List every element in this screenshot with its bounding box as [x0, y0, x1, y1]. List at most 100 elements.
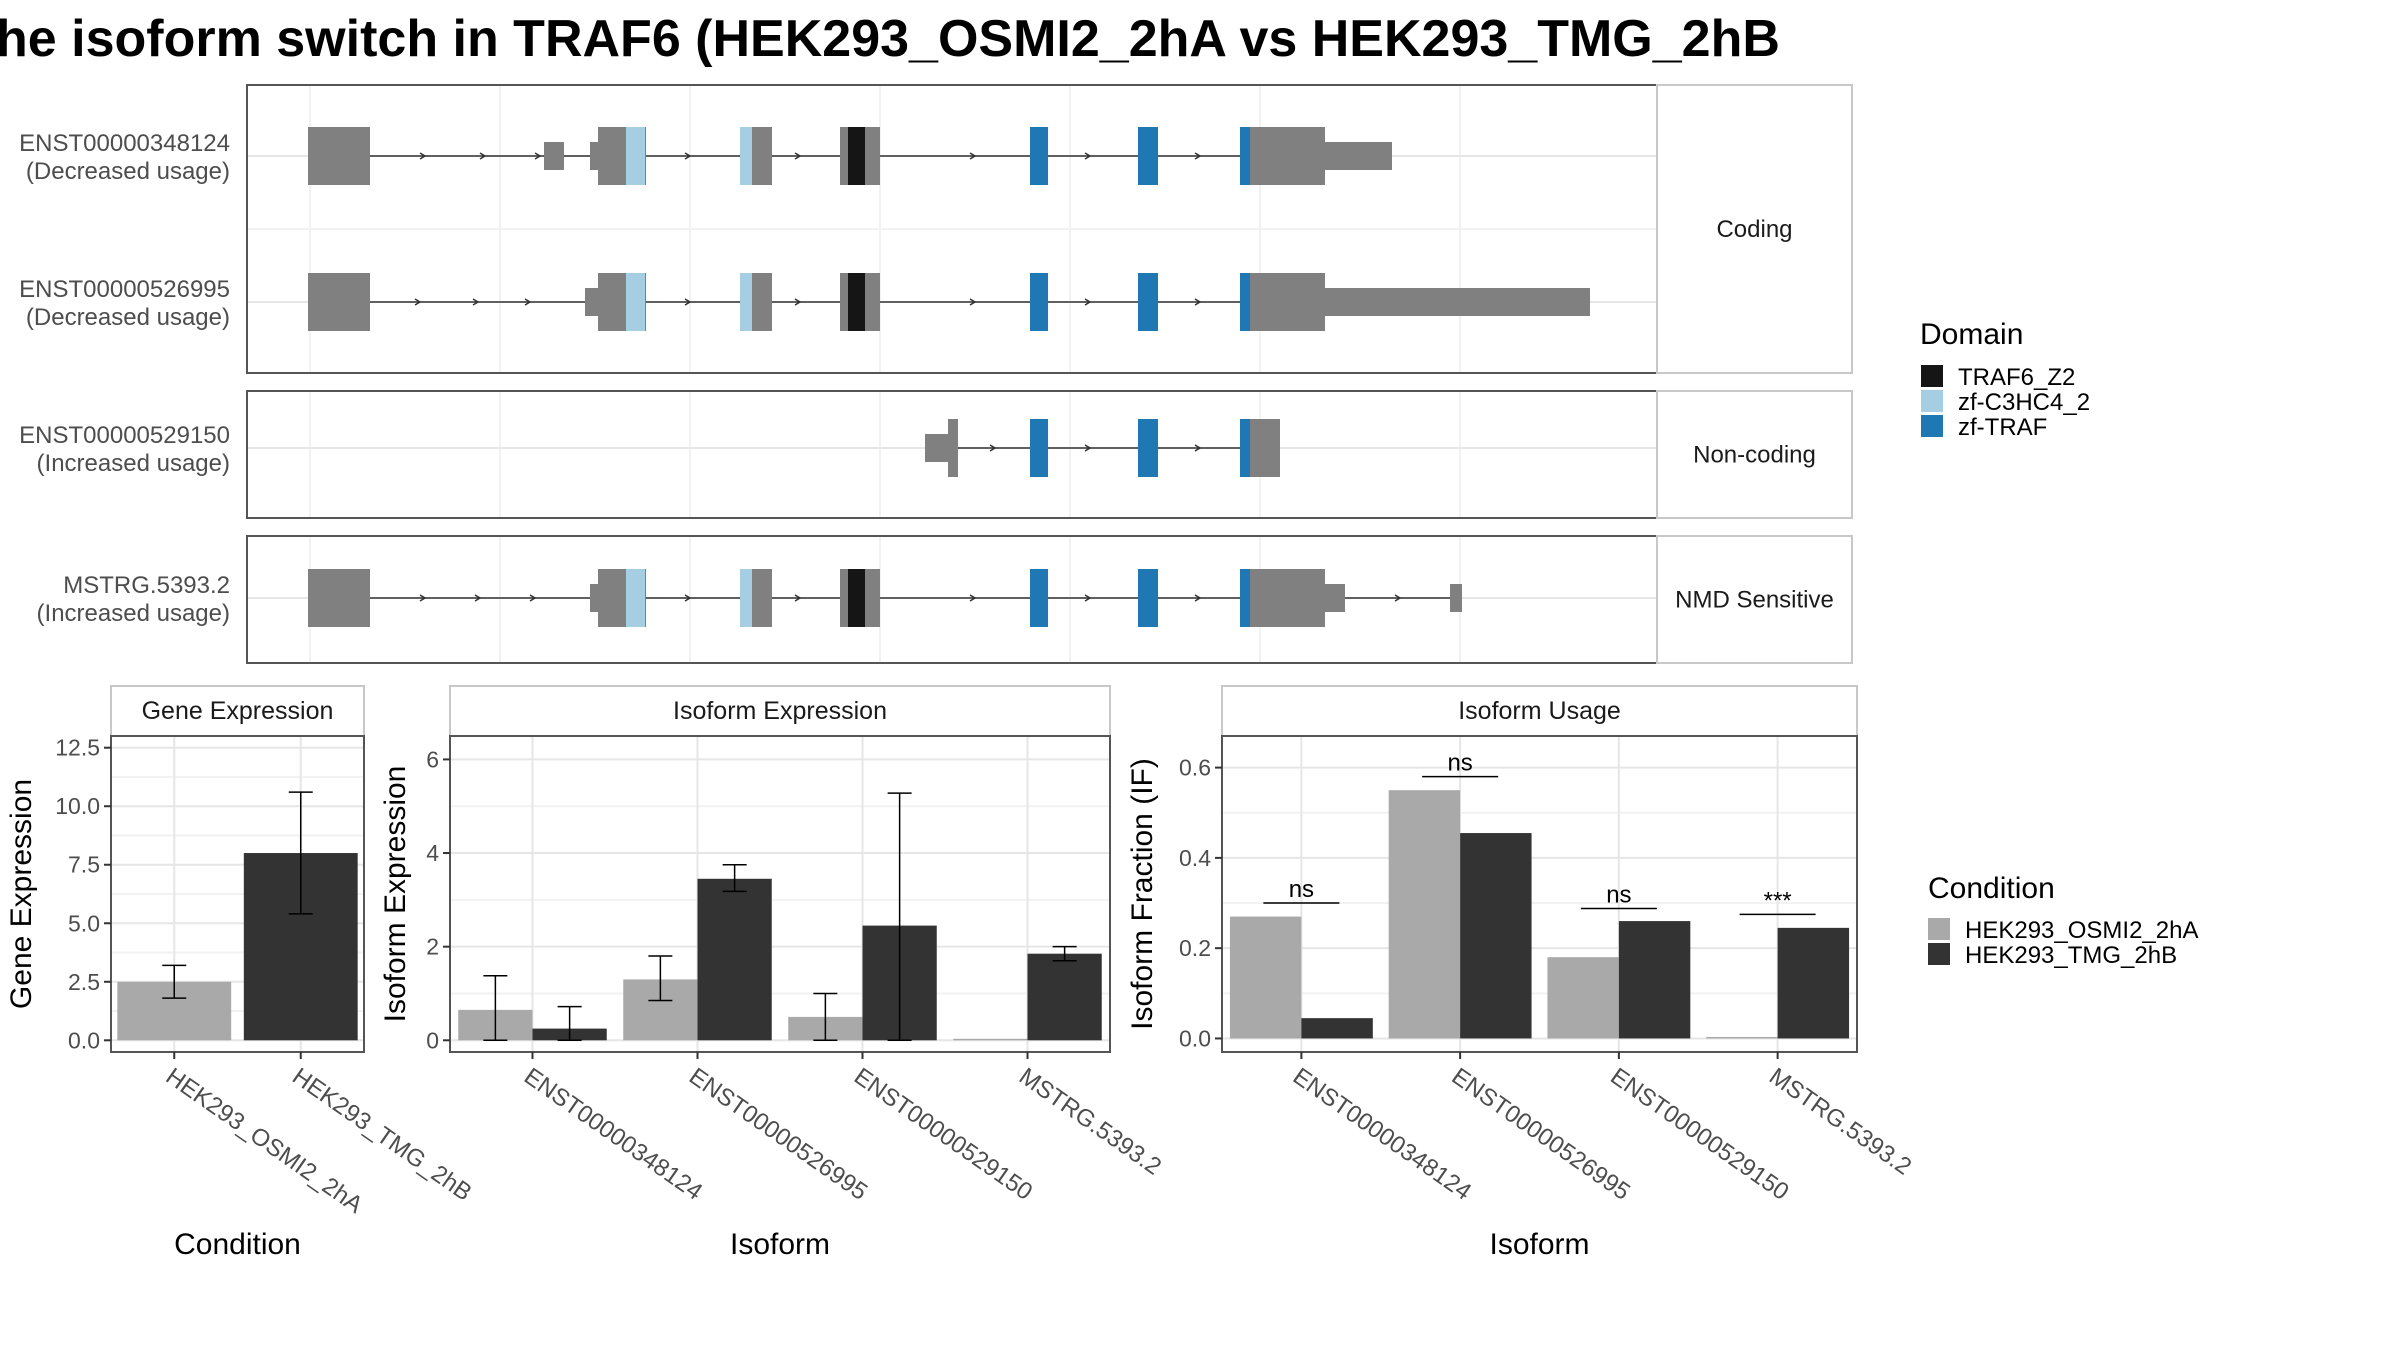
y-tick-label: 0.0: [68, 1027, 100, 1053]
intron-arrow: [969, 594, 977, 602]
transcript-label: MSTRG.5393.2: [63, 572, 230, 599]
y-tick-label: 6: [426, 746, 439, 772]
x-tick-label: MSTRG.5393.2: [1014, 1063, 1166, 1181]
bar-ENST00000529150: [1547, 957, 1619, 1039]
bar-MSTRG.5393.2: [1777, 927, 1850, 1039]
domain-block-TRAF6_Z2: [848, 273, 865, 331]
exon-block: [865, 273, 880, 331]
y-axis-label: Gene Expression: [5, 779, 38, 1009]
plot-border: [449, 735, 1111, 1053]
exon-block: [590, 142, 598, 170]
y-tick-label: 7.5: [68, 852, 100, 878]
bar-ENST00000348124: [1229, 916, 1302, 1039]
exon-block: [840, 127, 848, 185]
y-tick-label: 10.0: [55, 793, 100, 819]
y-tick-label: 0.6: [1179, 755, 1211, 781]
exon-block: [752, 273, 772, 331]
x-tick-label: ENST00000526995: [684, 1063, 872, 1206]
intron-arrow: [534, 152, 542, 160]
plot-border: [110, 735, 365, 1053]
transcript-status-label: (Increased usage): [37, 450, 230, 477]
significance-label: ***: [1764, 887, 1792, 914]
domain-legend-label: zf-TRAF: [1958, 414, 2047, 441]
domain-legend-label: zf-C3HC4_2: [1958, 389, 2090, 416]
condition-legend-label: HEK293_OSMI2_2hA: [1965, 917, 2198, 944]
exon-block: [1450, 584, 1462, 612]
bar-ENST00000526995: [697, 878, 772, 1041]
domain-block-zf-TRAF: [1138, 569, 1158, 627]
bar-ENST00000526995: [1460, 833, 1532, 1039]
condition-legend-key: [1928, 943, 1950, 965]
structure-facet-background: [247, 536, 1657, 663]
isoform-expression-panel: Isoform Expression0246ENST00000348124ENS…: [379, 685, 1166, 1261]
intron-arrow: [1084, 444, 1092, 452]
y-tick-label: 2: [426, 934, 439, 960]
exon-block: [840, 569, 848, 627]
domain-legend-key: [1921, 365, 1943, 387]
exon-block: [1250, 569, 1325, 627]
exon-block: [865, 569, 880, 627]
intron-arrow: [479, 152, 487, 160]
y-tick-label: 0.2: [1179, 935, 1211, 961]
transcript-label: ENST00000348124: [19, 130, 230, 157]
y-tick-label: 12.5: [55, 735, 100, 761]
transcript-status-label: (Decreased usage): [26, 158, 230, 185]
y-tick-label: 0.4: [1179, 845, 1211, 871]
intron-arrow: [1394, 594, 1402, 602]
x-tick-label: ENST00000529150: [849, 1063, 1037, 1206]
domain-block-zf-TRAF: [1138, 127, 1158, 185]
exon-block: [752, 569, 772, 627]
intron-arrow: [969, 152, 977, 160]
bar-ENST00000529150: [1618, 921, 1691, 1039]
panel-strip: [449, 685, 1111, 737]
domain-block-zf-TRAF: [1240, 419, 1250, 477]
condition-legend-label: HEK293_TMG_2hB: [1965, 942, 2177, 969]
plot-border: [1221, 735, 1858, 1053]
panel-title: Isoform Usage: [1458, 697, 1621, 725]
domain-block-zf-C3HC4_2: [626, 273, 645, 331]
intron-arrow: [1194, 444, 1202, 452]
significance-label: ns: [1447, 750, 1472, 777]
intron-arrow: [419, 152, 427, 160]
structure-facet-label: Coding: [1716, 216, 1792, 243]
domain-block-zf-TRAF: [1240, 273, 1250, 331]
bar-MSTRG.5393.2: [1027, 953, 1102, 1041]
intron-arrow: [794, 594, 802, 602]
structure-facet-strip: [1656, 84, 1853, 374]
domain-legend-key: [1921, 390, 1943, 412]
intron-arrow: [1084, 594, 1092, 602]
intron-arrow: [684, 298, 692, 306]
panel-title: Isoform Expression: [673, 697, 887, 725]
exon-block: [865, 127, 880, 185]
exon-block: [1250, 273, 1325, 331]
intron-arrow: [1194, 594, 1202, 602]
intron-arrow: [989, 444, 997, 452]
intron-arrow: [684, 152, 692, 160]
domain-block-zf-C3HC4_2: [626, 569, 645, 627]
exon-block: [308, 569, 370, 627]
x-axis-label: Isoform: [730, 1228, 830, 1261]
exon-block: [590, 288, 598, 316]
transcript-label: ENST00000526995: [19, 276, 230, 303]
condition-legend-key: [1928, 918, 1950, 940]
structure-facet-strip: [1656, 535, 1853, 664]
domain-block-zf-C3HC4_2: [626, 127, 645, 185]
domain-block-zf-TRAF: [1030, 273, 1048, 331]
exon-block: [598, 127, 626, 185]
bar-ENST00000348124: [1301, 1018, 1373, 1039]
transcript-status-label: (Increased usage): [37, 600, 230, 627]
intron-arrow: [794, 298, 802, 306]
condition-legend-title: Condition: [1928, 872, 2055, 905]
exon-block: [598, 273, 626, 331]
intron-arrow: [1194, 152, 1202, 160]
bar-ENST00000526995: [1388, 790, 1461, 1039]
structure-facet-label: NMD Sensitive: [1675, 587, 1834, 614]
y-tick-label: 4: [426, 840, 439, 866]
exon-block: [948, 419, 958, 477]
x-axis-label: Condition: [174, 1228, 301, 1261]
intron-arrow: [414, 298, 422, 306]
exon-block: [925, 434, 948, 462]
domain-block-zf-C3HC4_2: [740, 273, 752, 331]
